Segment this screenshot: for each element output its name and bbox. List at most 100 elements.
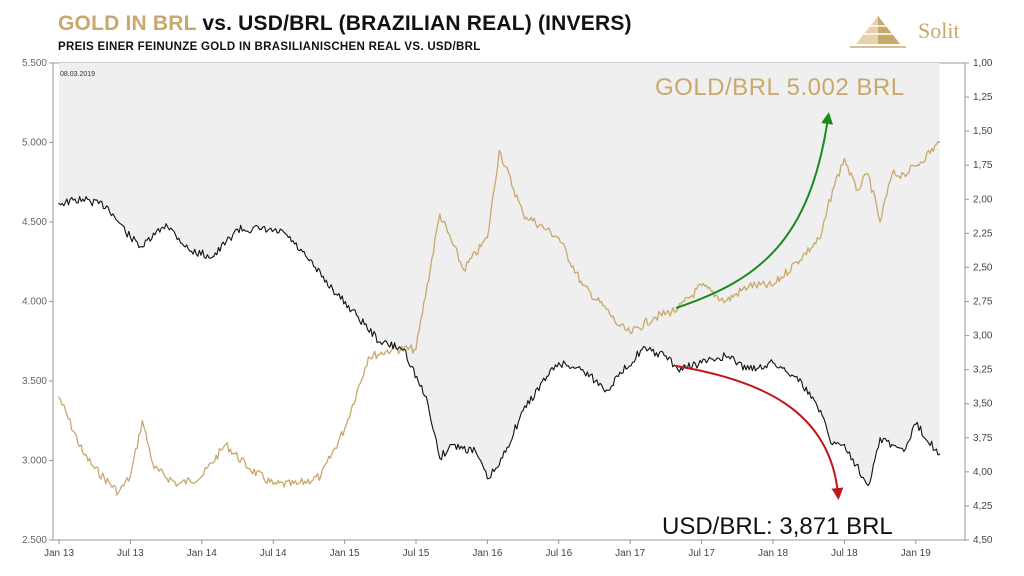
gold-brl-point: [558, 237, 560, 239]
gold-brl-point: [117, 491, 120, 493]
usd-brl-point: [677, 369, 679, 371]
gold-brl-point: [582, 285, 584, 287]
gold-brl-point: [677, 308, 679, 311]
usd-brl-point: [820, 409, 822, 412]
usd-brl-point: [772, 362, 774, 364]
usd-brl-point: [308, 260, 310, 262]
gold-brl-point: [344, 428, 346, 430]
right-axis-tick-label: 2,25: [973, 228, 993, 239]
right-axis-tick-label: 2,50: [973, 262, 993, 273]
usd-trend-arrow: [675, 365, 844, 500]
x-axis-tick-label: Jul 16: [545, 548, 572, 559]
right-axis-tick-label: 1,50: [973, 126, 993, 137]
usd-brl-point: [379, 341, 381, 343]
gold-brl-point: [879, 221, 881, 223]
gold-brl-point: [772, 285, 774, 287]
x-axis-tick-label: Jan 15: [330, 548, 360, 559]
right-axis-tick-label: 3,75: [973, 433, 993, 444]
x-axis-tick-label: Jul 18: [831, 548, 858, 559]
usd-brl-point: [617, 375, 619, 378]
gold-brl-point: [867, 173, 869, 175]
usd-brl-point: [106, 205, 108, 207]
right-axis-tick-label: 4,00: [973, 467, 993, 478]
usd-brl-point: [939, 453, 941, 455]
gold-brl-point: [201, 475, 203, 477]
gold-brl-point: [939, 141, 941, 143]
gold-brl-point: [605, 308, 608, 311]
left-axis-tick-label: 5.000: [22, 138, 47, 149]
date-stamp: 08.03.2019: [60, 71, 95, 78]
usd-brl-point: [558, 362, 560, 364]
usd-brl-point: [213, 255, 215, 258]
usd-brl-point: [58, 202, 60, 204]
x-axis-tick-label: Jan 13: [44, 548, 74, 559]
usd-brl-point: [724, 355, 727, 357]
x-axis-tick-label: Jan 17: [615, 548, 645, 559]
right-axis-tick-label: 4,25: [973, 501, 993, 512]
right-axis-tick-label: 4,50: [973, 535, 993, 546]
gold-brl-point: [915, 165, 917, 167]
usd-brl-point: [486, 478, 488, 480]
gold-brl-point: [855, 189, 857, 191]
gold-brl-point: [439, 213, 441, 215]
x-axis-tick-label: Jul 15: [403, 548, 430, 559]
gold-brl-line: [58, 140, 940, 496]
usd-brl-point: [582, 369, 584, 371]
gold-brl-point: [320, 475, 322, 477]
gold-annotation: GOLD/BRL 5.002 BRL: [655, 74, 905, 101]
gold-brl-point: [225, 444, 227, 446]
right-axis-tick-label: 1,25: [973, 92, 993, 103]
usd-brl-point: [796, 375, 798, 378]
usd-brl-line: [58, 196, 940, 487]
right-axis-tick-label: 3,50: [973, 399, 993, 410]
gold-brl-point: [296, 483, 298, 485]
usd-brl-point: [427, 403, 429, 405]
gold-brl-point: [522, 213, 524, 215]
left-axis-tick-label: 3.500: [22, 376, 47, 387]
x-axis-tick-label: Jul 14: [260, 548, 287, 559]
x-axis-tick-label: Jan 16: [472, 548, 502, 559]
usd-brl-point: [855, 464, 857, 466]
gold-brl-point: [796, 261, 798, 263]
usd-brl-point: [236, 228, 239, 230]
usd-brl-point: [546, 375, 548, 378]
x-axis-tick-label: Jul 13: [117, 548, 144, 559]
right-axis-tick-label: 2,75: [973, 297, 993, 308]
usd-brl-point: [915, 423, 917, 425]
usd-brl-point: [165, 223, 167, 225]
usd-brl-point: [474, 450, 477, 453]
usd-brl-point: [451, 444, 453, 446]
chart-title-rest: vs. USD/BRL (BRAZILIAN REAL) (INVERS): [202, 12, 632, 35]
gold-trend-arrow: [675, 112, 834, 309]
x-axis-tick-label: Jan 14: [187, 548, 217, 559]
right-axis-tick-label: 2,00: [973, 194, 993, 205]
usd-brl-point: [665, 355, 667, 357]
gold-brl-point: [415, 348, 417, 350]
gold-brl-point: [94, 467, 96, 470]
gold-brl-point: [498, 149, 500, 152]
left-axis-tick-label: 5.500: [22, 58, 47, 69]
gold-brl-point: [629, 332, 631, 334]
gold-brl-point: [546, 229, 548, 231]
left-axis-tick-label: 4.000: [22, 297, 47, 308]
usd-brl-point: [748, 369, 750, 371]
gold-brl-point: [391, 348, 393, 350]
usd-brl-point: [641, 348, 643, 350]
usd-brl-point: [867, 484, 869, 487]
right-axis-tick-label: 3,00: [973, 331, 993, 342]
gold-brl-point: [141, 420, 143, 422]
gold-brl-point: [617, 324, 619, 326]
chart-subtitle: PREIS EINER FEINUNZE GOLD IN BRASILIANIS…: [58, 41, 481, 53]
left-axis-tick-label: 3.000: [22, 456, 47, 467]
chart-title: GOLD IN BRL vs. USD/BRL (BRAZILIAN REAL)…: [58, 12, 632, 36]
gold-brl-point: [724, 300, 727, 303]
usd-brl-point: [843, 444, 846, 446]
gold-brl-point: [153, 467, 155, 470]
logo-text: Solit: [918, 18, 960, 43]
usd-brl-point: [82, 198, 84, 200]
gold-brl-point: [820, 237, 822, 239]
usd-brl-point: [284, 232, 286, 234]
gold-brl-point: [903, 173, 905, 175]
left-axis-tick-label: 4.500: [22, 217, 47, 228]
